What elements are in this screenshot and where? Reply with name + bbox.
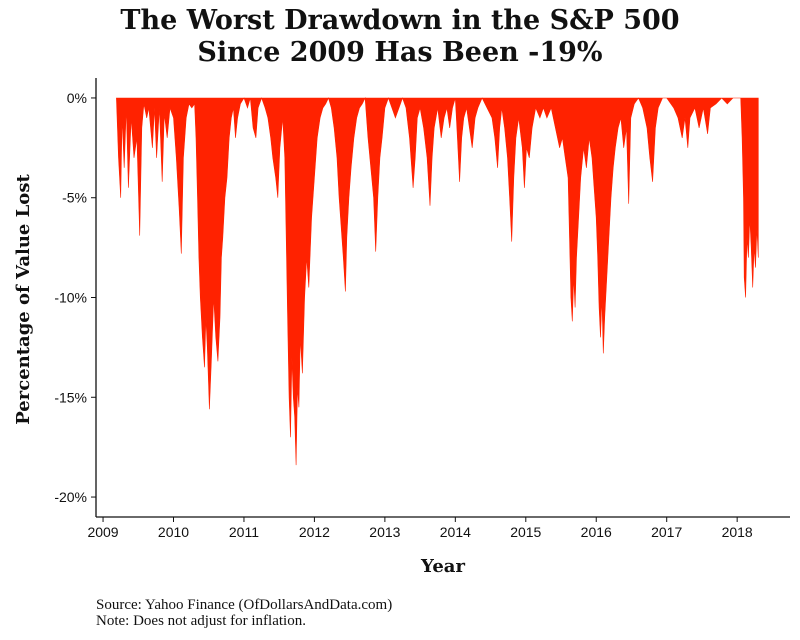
x-axis-title: Year: [420, 556, 465, 577]
x-tick-label: 2015: [510, 524, 541, 540]
y-tick-label: 0%: [67, 90, 87, 106]
drawdown-area: [116, 96, 759, 466]
y-tick-label: -5%: [62, 190, 87, 206]
y-axis-title: Percentage of Value Lost: [13, 174, 34, 425]
x-tick-label: 2013: [369, 524, 400, 540]
inflation-note: Note: Does not adjust for inflation.: [96, 613, 306, 629]
x-tick-label: 2018: [722, 524, 753, 540]
source-note: Source: Yahoo Finance (OfDollarsAndData.…: [96, 597, 393, 613]
y-tick-label: -20%: [54, 489, 87, 505]
x-tick-label: 2014: [440, 524, 471, 540]
x-tick-label: 2016: [581, 524, 612, 540]
y-axis-ticks: 0% -5% -10% -15% -20%: [54, 90, 96, 505]
y-tick-label: -15%: [54, 389, 87, 405]
y-tick-label: -10%: [54, 290, 87, 306]
x-tick-label: 2010: [158, 524, 189, 540]
x-axis-ticks: 2009 2010 2011 2012 2013 2014 2015 2016 2017 2018: [87, 517, 753, 540]
x-tick-label: 2011: [229, 524, 259, 540]
x-tick-label: 2009: [87, 524, 118, 540]
chart-title-line-1: The Worst Drawdown in the S&P 500: [120, 5, 680, 36]
x-tick-label: 2017: [651, 524, 682, 540]
x-tick-label: 2012: [299, 524, 330, 540]
chart-title-line-2: Since 2009 Has Been -19%: [197, 37, 603, 68]
